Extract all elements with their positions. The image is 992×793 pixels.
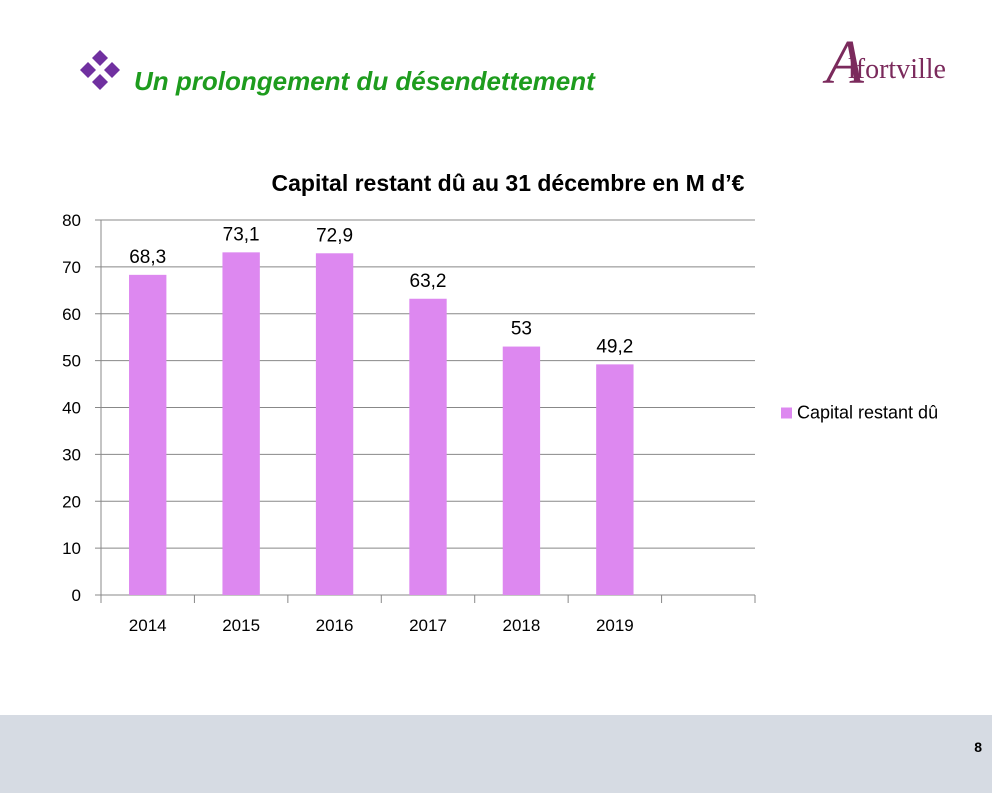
bar: [222, 252, 260, 595]
diamond-cluster-icon: [80, 50, 120, 90]
bar: [502, 346, 541, 595]
data-label: 49,2: [596, 336, 633, 357]
data-label: 53: [511, 319, 532, 340]
chart-title: Capital restant dû au 31 décembre en M d…: [271, 170, 745, 196]
data-label: 72,9: [316, 225, 353, 246]
y-tick-label: 60: [62, 305, 81, 324]
x-tick-label: 2018: [503, 616, 541, 635]
y-tick-label: 40: [62, 399, 81, 418]
x-tick-label: 2019: [596, 616, 634, 635]
y-tick-label: 10: [62, 539, 81, 558]
bar: [315, 253, 354, 595]
logo-text: lfortville: [848, 54, 946, 85]
y-tick-label: 70: [62, 258, 81, 277]
data-label: 73,1: [223, 224, 260, 245]
data-label: 68,3: [129, 247, 166, 268]
x-tick-label: 2017: [409, 616, 447, 635]
bar: [129, 274, 167, 595]
bar-chart: 0 10 20 30 40 50 60 70 80 2014 68,3 2015 73,1 2016 72,…: [62, 211, 938, 635]
legend-swatch: [781, 407, 792, 419]
y-tick-label: 30: [62, 445, 81, 464]
page-number: 8: [974, 739, 982, 755]
y-tick-label: 20: [62, 492, 81, 511]
x-tick-label: 2015: [222, 616, 260, 635]
footer-bar: 8: [0, 715, 992, 793]
x-tick-label: 2016: [316, 616, 354, 635]
y-tick-label: 80: [62, 211, 81, 230]
logo-initial: A: [826, 29, 864, 97]
y-tick-label: 0: [72, 586, 81, 605]
bar: [596, 364, 634, 595]
y-tick-label: 50: [62, 352, 81, 371]
bar: [409, 298, 447, 595]
slide-title: Un prolongement du désendettement: [134, 66, 595, 96]
legend-label: Capital restant dû: [797, 403, 938, 423]
x-tick-label: 2014: [129, 616, 167, 635]
data-label: 63,2: [410, 271, 447, 292]
alfortville-logo: A lfortville: [820, 32, 980, 100]
